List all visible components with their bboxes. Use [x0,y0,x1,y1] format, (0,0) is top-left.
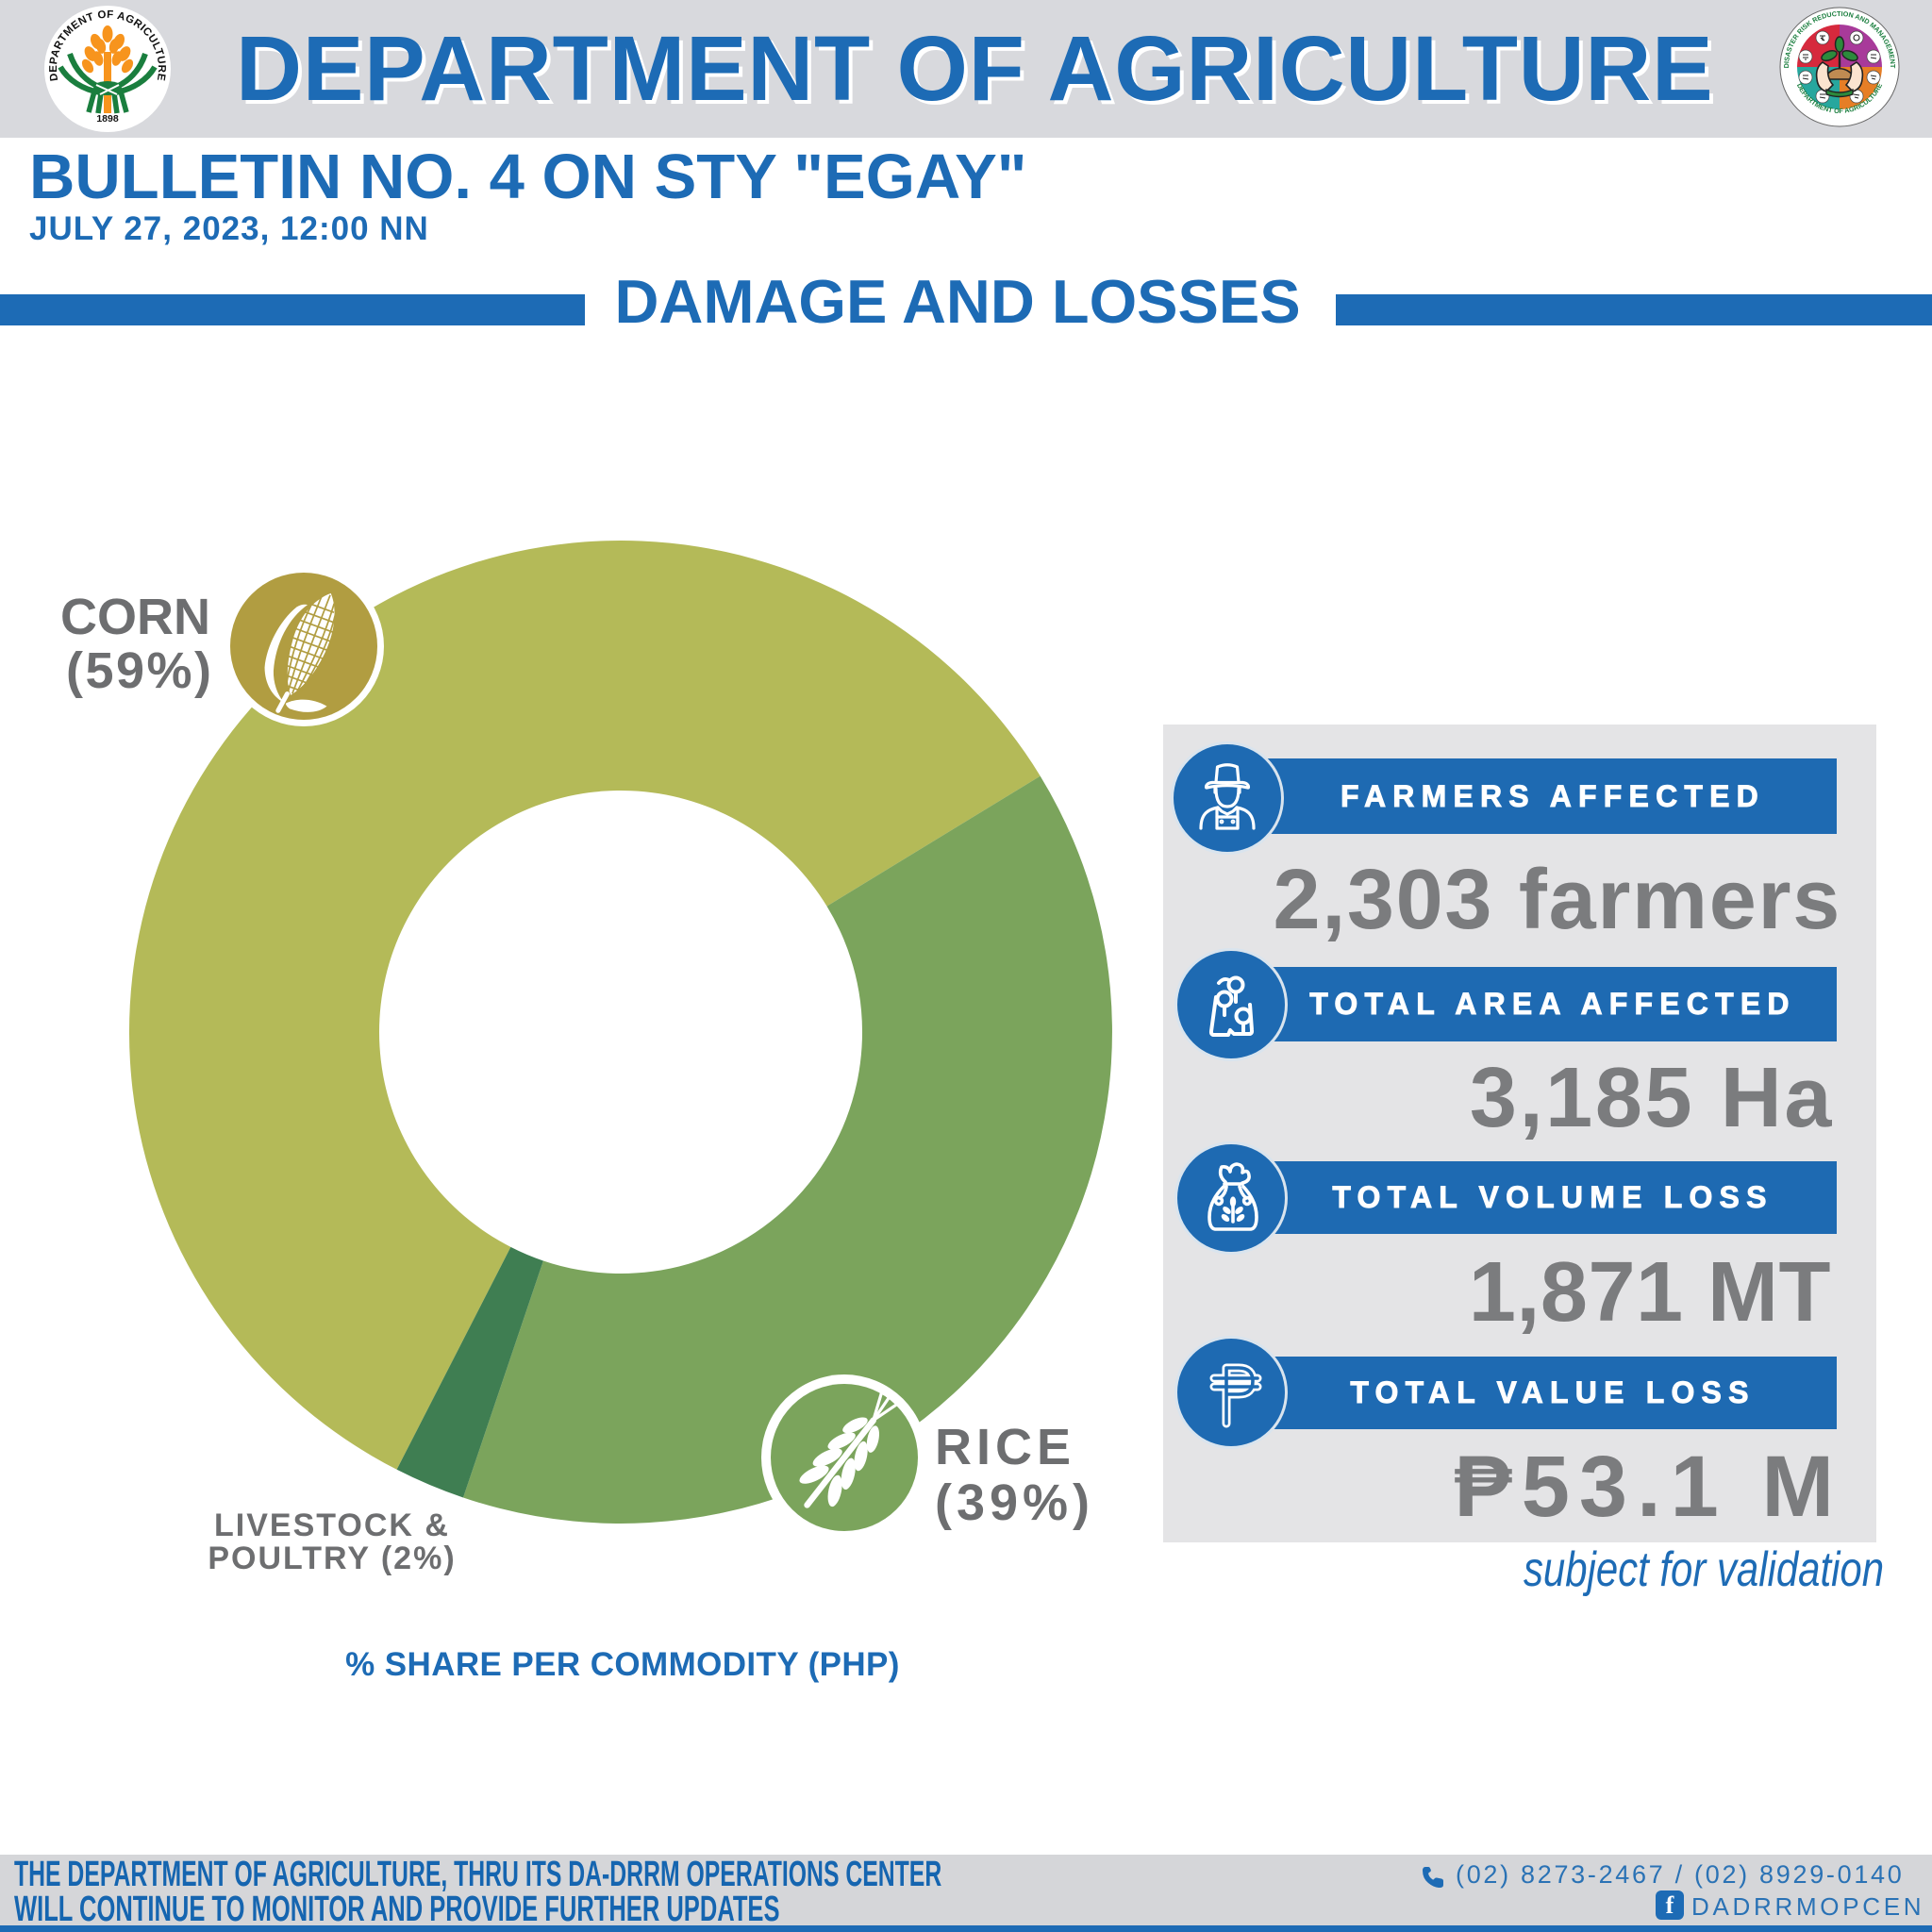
svg-text:1898: 1898 [96,113,119,125]
